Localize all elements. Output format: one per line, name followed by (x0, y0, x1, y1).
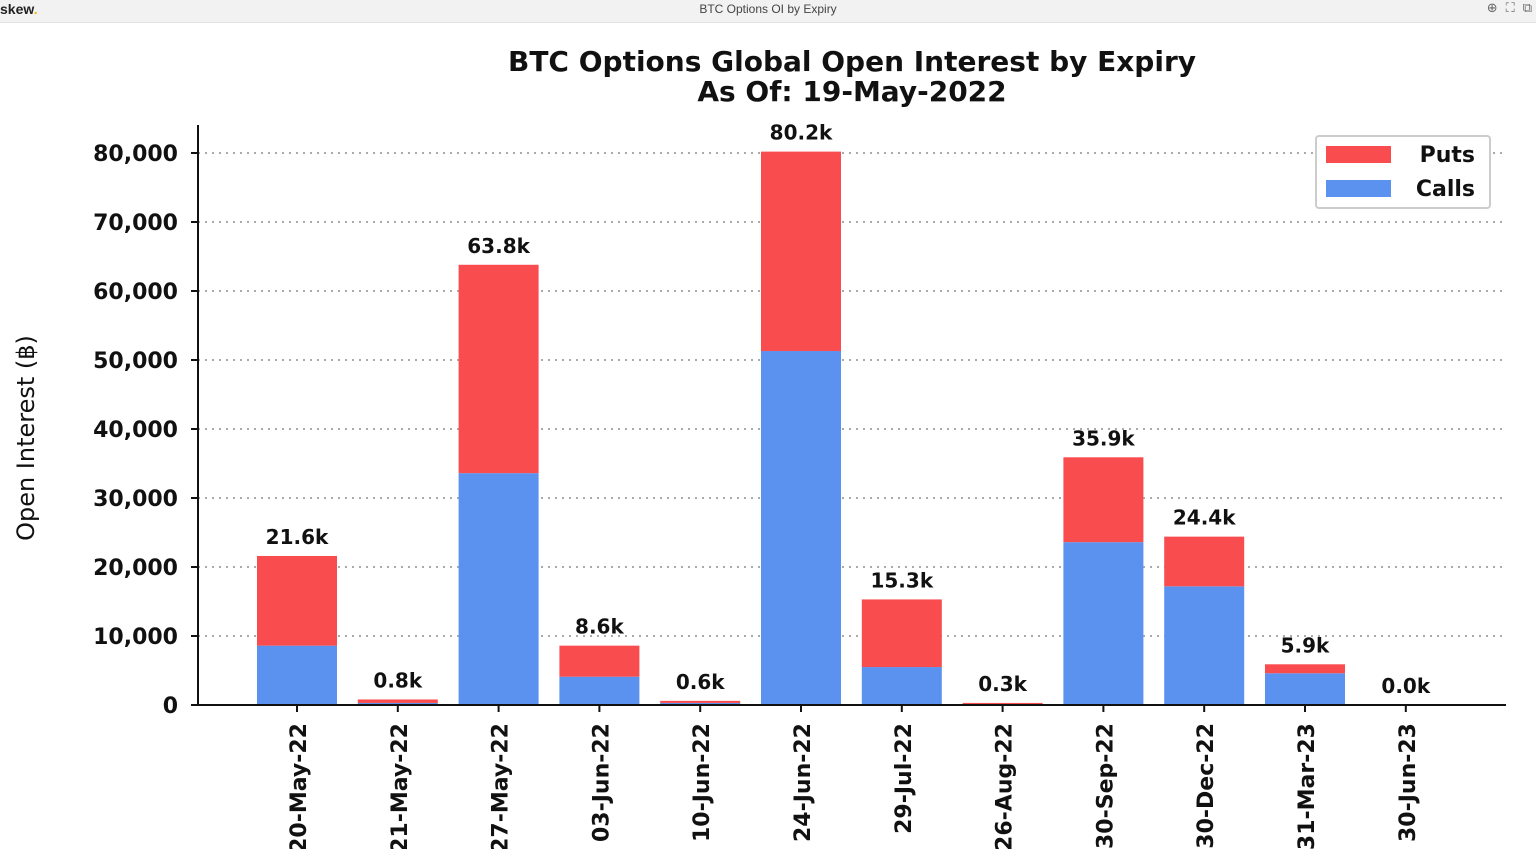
bar-puts (761, 151, 841, 352)
legend-label-puts: Puts (1420, 143, 1475, 168)
x-tick-label: 24-Jun-22 (791, 723, 816, 842)
data-label: 0.0k (1381, 674, 1430, 698)
bar-calls (458, 473, 539, 705)
bar-calls (1265, 673, 1345, 705)
x-tick-label: 31-Mar-23 (1295, 723, 1320, 849)
x-tick-label: 30-Jun-23 (1396, 723, 1421, 842)
y-axis-label: Open Interest (฿) (12, 335, 40, 541)
legend: Puts Calls (1315, 135, 1491, 209)
add-circle-icon[interactable]: ⊕ (1486, 1, 1498, 16)
chart-title: BTC Options Global Open Interest by Expi… (508, 45, 1196, 78)
bar-puts (1063, 457, 1144, 543)
y-tick-label: 20,000 (93, 556, 178, 581)
bar-puts (962, 702, 1043, 705)
x-tick-label: 21-May-22 (388, 723, 413, 849)
bar-puts (257, 555, 337, 646)
y-tick-label: 70,000 (93, 211, 178, 236)
open-interest-chart: BTC Options Global Open Interest by Expi… (12, 45, 1506, 849)
x-tick-label: 30-Sep-22 (1093, 723, 1118, 849)
y-tick-label: 60,000 (93, 280, 178, 305)
data-label: 63.8k (467, 234, 530, 258)
y-tick-label: 0 (163, 694, 178, 719)
data-label: 0.6k (676, 670, 725, 694)
data-label: 0.8k (373, 668, 422, 692)
legend-swatch-puts (1326, 146, 1391, 163)
bar-puts (357, 699, 438, 703)
x-tick-label: 29-Jul-22 (892, 723, 917, 834)
legend-label-calls: Calls (1416, 177, 1475, 202)
bar-calls (1063, 542, 1144, 705)
brand-dot: . (33, 1, 38, 17)
x-tick-label: 26-Aug-22 (993, 723, 1018, 849)
bar-calls (357, 702, 438, 705)
bar-calls (1164, 586, 1245, 705)
bar-puts (1265, 664, 1345, 674)
fullscreen-icon[interactable]: ⛶ (1505, 1, 1515, 16)
data-label: 15.3k (870, 568, 933, 592)
data-label: 5.9k (1281, 633, 1330, 657)
bar-puts (1164, 536, 1245, 587)
y-tick-label: 50,000 (93, 349, 178, 374)
bar-puts (458, 264, 539, 474)
legend-swatch-calls (1326, 180, 1391, 197)
chart-subtitle: As Of: 19-May-2022 (697, 75, 1006, 108)
y-tick-label: 80,000 (93, 142, 178, 167)
window-title: BTC Options OI by Expiry (699, 2, 837, 16)
x-tick-label: 27-May-22 (489, 723, 514, 849)
data-label: 21.6k (266, 525, 329, 549)
x-tick-label: 10-Jun-22 (690, 723, 715, 842)
data-label: 35.9k (1072, 426, 1135, 450)
data-label: 0.3k (978, 672, 1027, 696)
data-label: 80.2k (770, 121, 833, 145)
bar-calls (861, 667, 942, 705)
bar-calls (559, 676, 640, 705)
brand-logo: skew. (0, 1, 38, 17)
x-tick-label: 03-Jun-22 (589, 723, 614, 842)
y-tick-label: 40,000 (93, 418, 178, 443)
bar-calls (660, 702, 741, 705)
bar-puts (559, 645, 640, 677)
data-label: 24.4k (1173, 506, 1236, 530)
data-label: 8.6k (575, 615, 624, 639)
bar-puts (660, 700, 741, 703)
bar-calls (257, 645, 337, 705)
x-tick-label: 30-Dec-22 (1194, 723, 1219, 849)
bar-puts (861, 599, 942, 668)
bar-calls (761, 351, 841, 705)
brand-text: skew (0, 1, 34, 17)
y-tick-label: 30,000 (93, 487, 178, 512)
popout-icon[interactable]: ⧉ (1522, 1, 1532, 16)
y-tick-label: 10,000 (93, 625, 178, 650)
x-tick-label: 20-May-22 (287, 723, 312, 849)
window-titlebar: skew. BTC Options OI by Expiry ⊕ ⛶ ⧉ (0, 0, 1536, 23)
